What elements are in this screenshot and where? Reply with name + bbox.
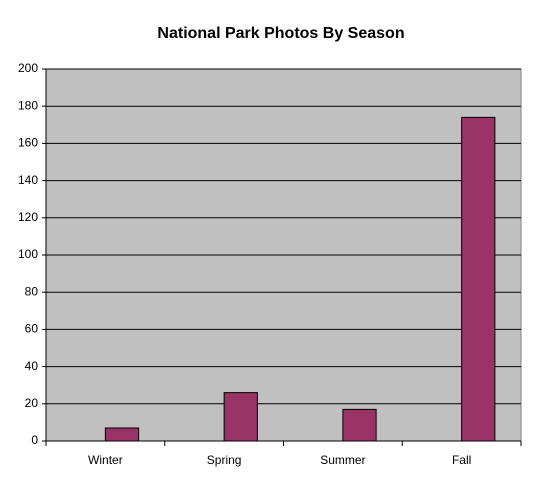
- bar: [223, 392, 258, 442]
- x-tick-label: Summer: [320, 453, 365, 467]
- y-tick-label: 140: [18, 173, 38, 187]
- y-tick-label: 0: [31, 433, 38, 447]
- bar: [342, 408, 377, 442]
- x-tick-label: Spring: [207, 453, 242, 467]
- y-tick-label: 200: [18, 61, 38, 75]
- chart-title: National Park Photos By Season: [157, 25, 404, 42]
- y-tick-label: 120: [18, 210, 38, 224]
- y-tick-label: 80: [25, 284, 39, 298]
- x-tick-label: Fall: [452, 453, 471, 467]
- y-tick-label: 100: [18, 247, 38, 261]
- y-tick-label: 180: [18, 98, 38, 112]
- y-tick-label: 60: [25, 322, 39, 336]
- y-tick-label: 40: [25, 359, 39, 373]
- bar: [104, 427, 140, 442]
- bar: [461, 116, 496, 442]
- x-tick-label: Winter: [88, 453, 123, 467]
- y-tick-label: 160: [18, 136, 38, 150]
- y-tick-label: 20: [25, 396, 39, 410]
